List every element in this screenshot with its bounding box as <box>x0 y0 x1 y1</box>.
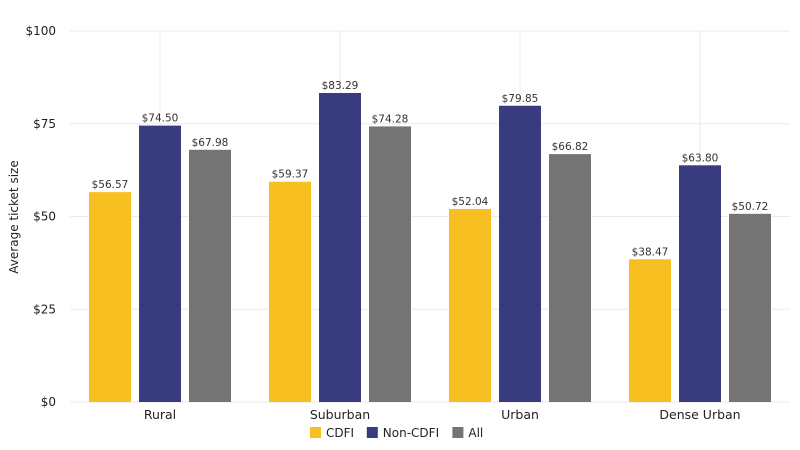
bar-value-label: $59.37 <box>272 169 309 181</box>
x-tick-label: Rural <box>144 407 176 422</box>
y-axis-title: Average ticket size <box>7 160 21 273</box>
bar-value-label: $83.29 <box>322 80 359 92</box>
x-tick-label: Dense Urban <box>659 407 740 422</box>
bar-value-label: $66.82 <box>552 141 589 153</box>
legend-swatch <box>366 427 378 438</box>
legend: CDFI Non-CDFI All <box>310 426 483 440</box>
bar <box>319 92 361 402</box>
legend-swatch <box>310 427 321 438</box>
bar-value-label: $63.80 <box>682 152 719 164</box>
bar <box>269 181 311 402</box>
legend-label: CDFI <box>326 426 354 440</box>
bar-value-label: $50.72 <box>732 201 769 213</box>
y-axis: $0 $25 $50 $75 $100 <box>25 24 56 409</box>
x-tick-label: Urban <box>501 407 539 422</box>
bar-value-label: $52.04 <box>452 196 489 208</box>
bar <box>449 208 491 402</box>
bar <box>369 126 411 402</box>
bar <box>629 259 671 402</box>
legend-label: All <box>468 426 483 440</box>
y-tick-label: $75 <box>33 117 56 131</box>
data-labels: $56.57 $74.50 $67.98 $59.37 $83.29 $74.28 $52.… <box>92 80 769 258</box>
bar-value-label: $67.98 <box>192 137 229 149</box>
legend-label: Non-CDFI <box>383 426 439 440</box>
bar <box>729 213 771 402</box>
bar <box>189 149 231 402</box>
bar <box>89 192 131 402</box>
y-tick-label: $0 <box>41 395 56 409</box>
bar <box>679 165 721 402</box>
bar-value-label: $56.57 <box>92 179 129 191</box>
x-axis: Rural Suburban Urban Dense Urban <box>144 407 741 422</box>
bar <box>549 154 591 402</box>
bar-value-label: $38.47 <box>632 246 669 258</box>
y-tick-label: $50 <box>33 210 56 224</box>
y-tick-label: $100 <box>25 24 56 38</box>
bar-value-label: $74.28 <box>372 113 409 125</box>
bar <box>139 125 181 402</box>
x-tick-label: Suburban <box>310 407 370 422</box>
bars <box>89 92 771 402</box>
legend-swatch <box>452 427 464 438</box>
bar <box>499 105 541 402</box>
bar-value-label: $79.85 <box>502 93 539 105</box>
y-tick-label: $25 <box>33 302 56 316</box>
bar-value-label: $74.50 <box>142 113 179 125</box>
